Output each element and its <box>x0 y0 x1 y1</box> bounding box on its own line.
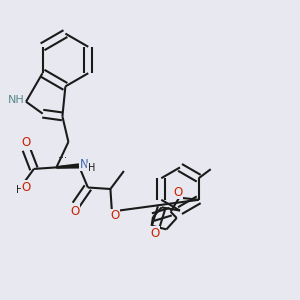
Text: H: H <box>16 185 23 195</box>
Text: O: O <box>173 186 182 199</box>
Text: NH: NH <box>8 95 25 105</box>
Text: ···: ··· <box>58 153 67 164</box>
Text: O: O <box>22 181 31 194</box>
Text: O: O <box>70 205 80 218</box>
Text: N: N <box>80 158 89 171</box>
Text: H: H <box>88 163 95 173</box>
Text: O: O <box>150 227 160 240</box>
Text: O: O <box>110 209 119 223</box>
Text: O: O <box>22 136 31 149</box>
